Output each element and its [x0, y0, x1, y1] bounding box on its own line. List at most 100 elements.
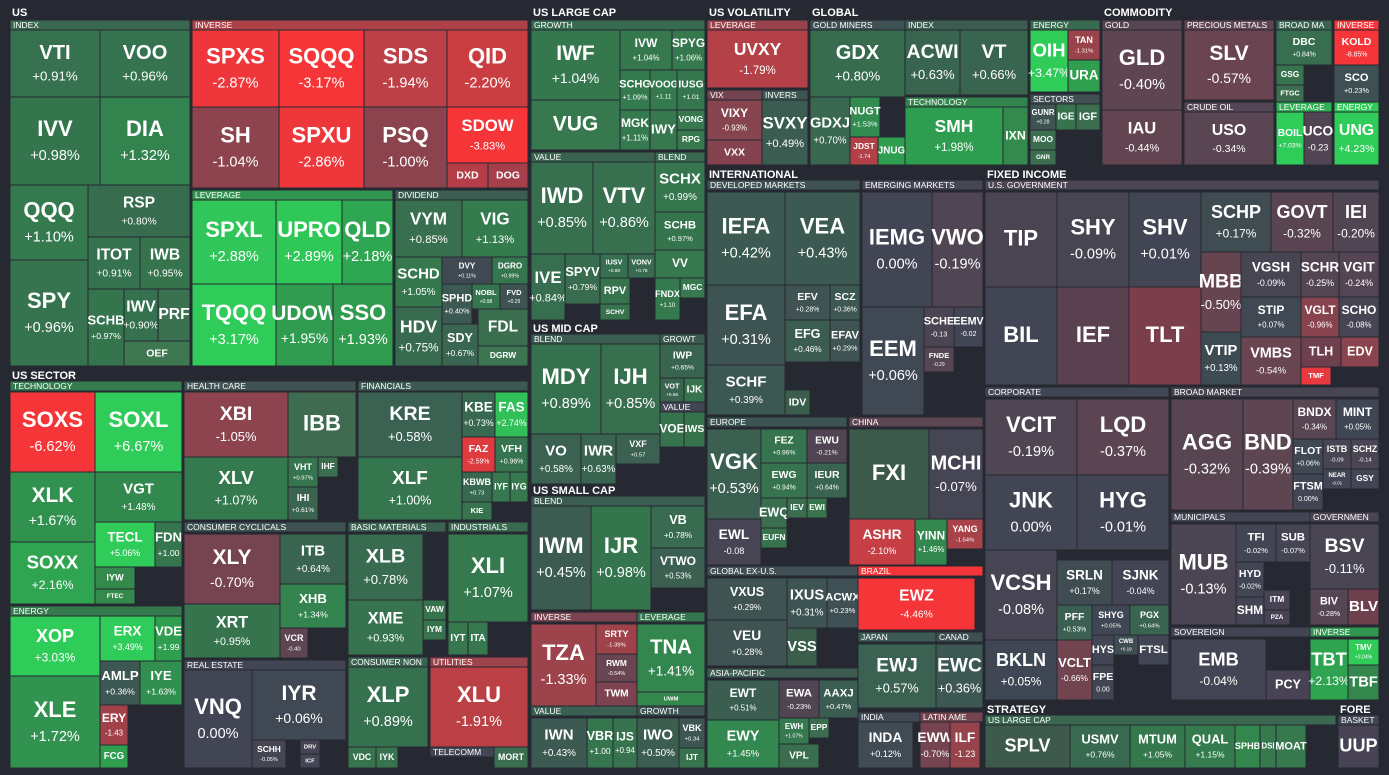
tile-ticker: IXUS — [790, 588, 824, 604]
tile-change: +0.97% — [667, 234, 693, 243]
tile — [706, 679, 780, 721]
tile-ticker: FPE — [1093, 671, 1113, 683]
tile-change: +1.48% — [122, 502, 156, 513]
tile — [1338, 296, 1380, 338]
tile-ticker: MUB — [1178, 549, 1228, 574]
tile-ticker: VONG — [679, 114, 704, 124]
tile-ticker: HYS — [1092, 644, 1114, 656]
tile — [461, 471, 493, 503]
tile-change: +0.36% — [833, 306, 857, 313]
tile-ticker: IWY — [651, 121, 676, 136]
tile-ticker: QUAL — [1192, 732, 1229, 747]
tile — [1137, 634, 1170, 666]
tile-change: -0.54% — [1256, 365, 1287, 376]
tile-ticker: VTWO — [660, 554, 696, 568]
tile — [809, 29, 906, 98]
tile-ticker: VXUS — [730, 585, 764, 599]
tile-change: +2.89% — [284, 249, 334, 265]
tile — [530, 343, 602, 435]
tile — [706, 428, 762, 520]
tile-change: +0.28% — [796, 306, 820, 313]
tile — [1263, 609, 1291, 626]
tile-change: -2.20% — [465, 75, 511, 91]
tile — [1200, 331, 1242, 386]
tile-change: +0.53% — [665, 571, 692, 580]
tile — [251, 669, 347, 741]
tile-ticker: XBI — [220, 403, 253, 425]
tile-change: +0.13% — [1204, 363, 1238, 374]
tile-change: +0.61% — [292, 507, 314, 514]
tile — [1340, 336, 1380, 368]
section-header — [861, 179, 984, 191]
tile-change: +1.45% — [727, 748, 760, 759]
tile — [1333, 29, 1380, 66]
tile-ticker: FXI — [872, 460, 906, 485]
tile-change: +0.17% — [1069, 586, 1099, 596]
tile-ticker: IXN — [1005, 128, 1026, 142]
section-title: DIVIDEND — [398, 190, 439, 200]
tile-change: -0.34% — [1302, 422, 1327, 431]
tile-ticker: IJS — [616, 729, 634, 743]
tile — [984, 191, 1058, 288]
tile-ticker: FCG — [104, 751, 124, 762]
tile-ticker: TFI — [1247, 531, 1264, 543]
tile-ticker: EWI — [809, 502, 825, 512]
tile-ticker: SCHE — [924, 315, 955, 327]
tile-ticker: SCZ — [835, 291, 857, 303]
tile — [706, 191, 786, 286]
tile-ticker: IHI — [297, 493, 310, 504]
tile-change: +0.63% — [582, 464, 616, 475]
tile-change: +0.66% — [972, 67, 1016, 82]
tile — [650, 505, 706, 549]
tile-ticker: FDL — [488, 319, 518, 336]
tile-ticker: RWM — [606, 658, 627, 668]
tile-change: -0.08% — [1346, 320, 1371, 329]
tile-ticker: EWW — [917, 730, 953, 745]
tile-ticker: IJH — [613, 364, 647, 389]
tile-change: +0.05% — [1101, 624, 1122, 630]
tile-ticker: VONV — [631, 257, 652, 266]
tile-ticker: SPXS — [206, 43, 265, 68]
tile — [530, 99, 621, 151]
tile-ticker: IYM — [427, 624, 442, 634]
tile — [530, 623, 597, 707]
tile-ticker: XRT — [216, 613, 248, 631]
section-title: ENERGY — [13, 606, 49, 616]
tile — [1300, 296, 1340, 338]
tile-ticker: IWB — [150, 246, 180, 263]
tile-ticker: DXD — [456, 169, 479, 181]
tile-ticker: SPXU — [292, 122, 352, 147]
tile-change: +1.07% — [785, 734, 803, 740]
tile — [829, 319, 861, 363]
tile-ticker: IWM — [538, 533, 583, 558]
tile — [678, 717, 706, 749]
tile-ticker: IEF — [1076, 322, 1110, 347]
tile-ticker: SDY — [447, 331, 473, 345]
tile-change: +1.46% — [918, 545, 945, 554]
section-title: INDUSTRIALS — [451, 522, 508, 532]
tile-ticker: SCHB — [87, 312, 124, 327]
tile-change: -0.32% — [1184, 461, 1230, 477]
tile-ticker: IWO — [643, 727, 673, 744]
tile — [671, 29, 706, 71]
tile-change: -0.50% — [1201, 297, 1242, 312]
section-title: PRECIOUS METALS — [1187, 20, 1267, 30]
tile-ticker: VDE — [155, 623, 182, 638]
tile — [471, 283, 501, 310]
tile-ticker: VOOG — [649, 80, 679, 91]
tile-change: -0.02% — [1239, 583, 1261, 590]
tile — [491, 256, 529, 285]
tile-ticker: VT — [982, 41, 1007, 63]
tile-ticker: VBR — [587, 729, 614, 743]
tile-ticker: TNA — [650, 636, 692, 658]
tile-ticker: TIP — [1004, 225, 1038, 250]
tile-change: +0.80% — [835, 69, 881, 84]
tile-change: -0.07% — [935, 479, 977, 494]
section-title: CORPORATE — [988, 387, 1042, 397]
tile-change: +0.46% — [793, 344, 822, 354]
section-title: INDEX — [908, 20, 934, 30]
tile-ticker: MDY — [542, 364, 591, 389]
tile — [599, 303, 631, 321]
tile-change: -1.23 — [955, 749, 976, 759]
tile-change: +0.01% — [1140, 246, 1190, 262]
